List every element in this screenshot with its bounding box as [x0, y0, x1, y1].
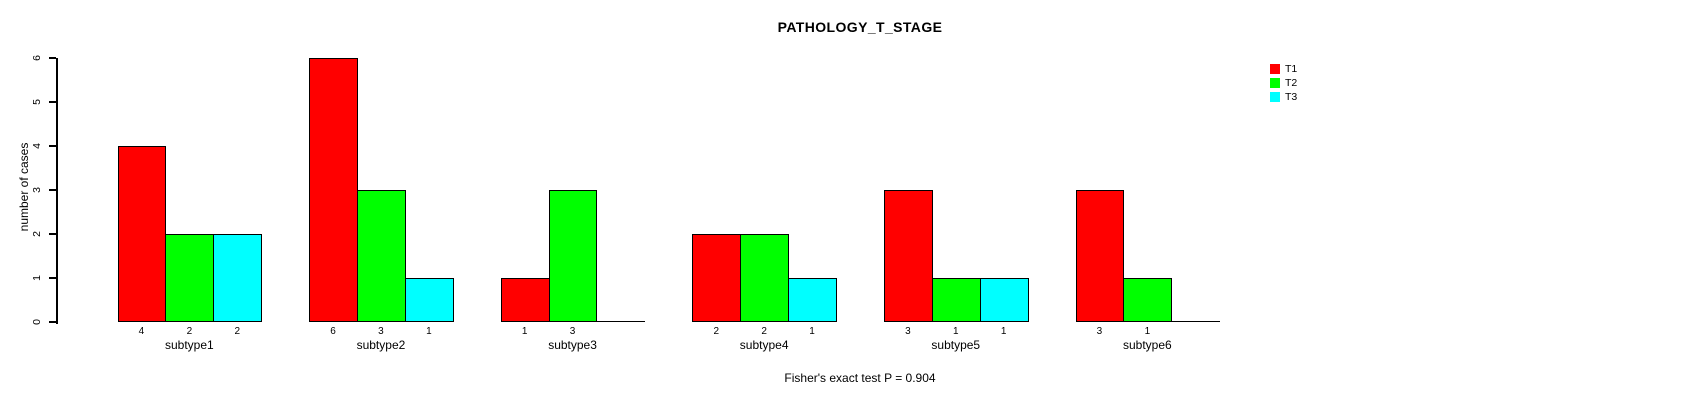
bar-value-label: 3 — [905, 326, 911, 337]
bar-value-label: 2 — [186, 326, 193, 337]
legend-row-T1: T1 — [1270, 62, 1297, 76]
bar-value-label: 2 — [761, 326, 767, 337]
y-axis-tick — [48, 321, 56, 323]
bar-value-label: 3 — [569, 326, 576, 337]
category-label-subtype3: subtype3 — [548, 338, 597, 352]
bar-value-label: 1 — [1144, 326, 1151, 337]
bar-T1-subtype1 — [117, 146, 167, 322]
bar-T3-subtype6-zero — [1171, 320, 1221, 322]
category-label-subtype4: subtype4 — [739, 338, 789, 352]
bar-T2-subtype3 — [548, 190, 598, 322]
bar-value-label: 1 — [1000, 326, 1007, 337]
y-axis-tick — [48, 101, 56, 103]
legend-label: T3 — [1285, 90, 1298, 103]
bar-T2-subtype5 — [931, 278, 981, 322]
bar-T1-subtype6 — [1075, 190, 1125, 322]
bar-value-label: 2 — [713, 326, 720, 337]
bar-value-label: 1 — [426, 326, 432, 337]
bar-value-label: 1 — [521, 326, 528, 337]
y-axis-tick-label: 4 — [30, 143, 43, 149]
category-label-subtype5: subtype5 — [931, 338, 981, 352]
bar-T1-subtype2 — [309, 58, 358, 322]
y-axis-tick-label: 3 — [30, 187, 43, 193]
y-axis-tick — [48, 145, 56, 147]
y-axis-title: number of cases — [17, 142, 31, 232]
bar-T3-subtype1 — [213, 234, 263, 322]
legend-row-T3: T3 — [1270, 90, 1297, 104]
bar-T3-subtype3-zero — [596, 320, 646, 322]
legend: T1 T2 T3 — [1270, 62, 1297, 104]
bar-value-label: 1 — [809, 326, 815, 337]
bar-T3-subtype4 — [788, 278, 837, 322]
bar-T2-subtype4 — [740, 234, 790, 322]
bar-T2-subtype6 — [1123, 278, 1173, 322]
y-axis-tick — [48, 277, 56, 279]
bar-T2-subtype1 — [165, 234, 215, 322]
y-axis-tick — [48, 189, 56, 191]
y-axis-tick — [48, 233, 56, 235]
y-axis-tick-label: 5 — [30, 99, 43, 105]
legend-swatch-icon — [1270, 92, 1280, 102]
bar-T1-subtype5 — [883, 190, 933, 322]
bar-value-label: 2 — [234, 326, 241, 337]
category-label-subtype6: subtype6 — [1122, 338, 1172, 352]
y-axis-tick — [48, 57, 56, 59]
bar-value-label: 3 — [1096, 326, 1103, 337]
bar-value-label: 3 — [378, 326, 384, 337]
bar-value-label: 1 — [952, 326, 959, 337]
annotation-fisher-test: Fisher's exact test P = 0.904 — [784, 371, 936, 385]
legend-swatch-icon — [1270, 78, 1280, 88]
legend-label: T1 — [1285, 62, 1298, 75]
legend-row-T2: T2 — [1270, 76, 1297, 90]
y-axis-tick-label: 2 — [30, 231, 43, 237]
bar-T3-subtype2 — [404, 278, 454, 322]
bar-T1-subtype3 — [500, 278, 550, 322]
bar-value-label: 6 — [330, 326, 336, 337]
y-axis-tick-label: 0 — [30, 319, 43, 325]
y-axis-line — [56, 58, 58, 324]
category-label-subtype2: subtype2 — [356, 338, 406, 352]
y-axis-tick-label: 6 — [30, 55, 43, 61]
bar-T2-subtype2 — [357, 190, 406, 322]
legend-swatch-icon — [1270, 64, 1280, 74]
category-label-subtype1: subtype1 — [164, 338, 214, 352]
bar-T3-subtype5 — [979, 278, 1029, 322]
y-axis-tick-label: 1 — [30, 275, 43, 281]
bar-T1-subtype4 — [692, 234, 742, 322]
bar-value-label: 4 — [138, 326, 145, 337]
chart-title: PATHOLOGY_T_STAGE — [777, 19, 943, 35]
legend-label: T2 — [1285, 76, 1298, 89]
